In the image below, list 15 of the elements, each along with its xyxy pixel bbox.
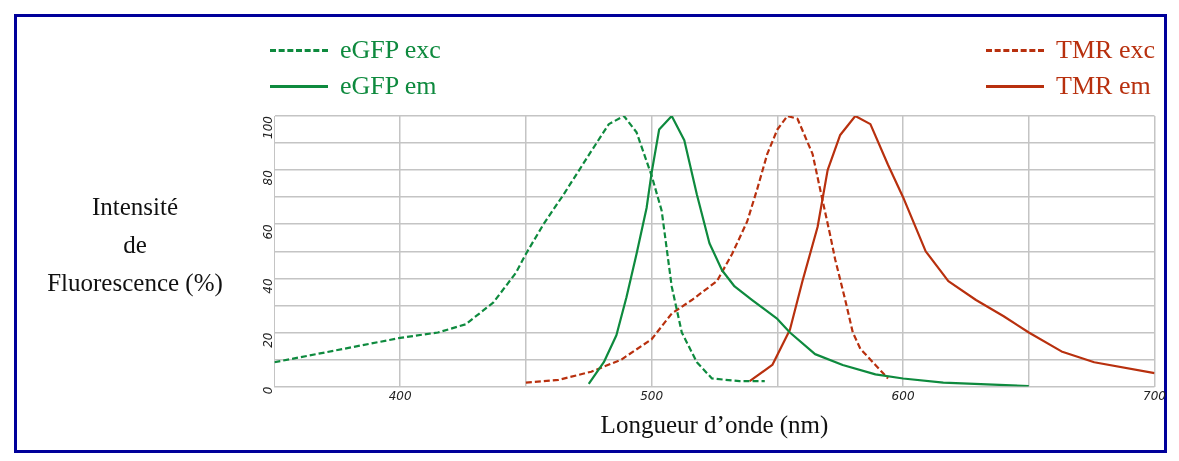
y-tick-label: 80 bbox=[260, 169, 275, 186]
y-tick-label: 40 bbox=[260, 278, 275, 294]
x-tick-label: 400 bbox=[388, 388, 412, 403]
legend-label: eGFP exc bbox=[340, 35, 441, 65]
y-axis-title: Intensité de Fluorescence (%) bbox=[46, 192, 224, 299]
legend-label: TMR exc bbox=[1056, 35, 1155, 65]
y-tick-label: 20 bbox=[260, 332, 275, 348]
x-axis-title: Longueur d’onde (nm) bbox=[600, 410, 829, 439]
legend-label: TMR em bbox=[1056, 71, 1151, 101]
x-tick-label: 600 bbox=[891, 388, 915, 403]
legend-label: eGFP em bbox=[340, 71, 437, 101]
x-tick-label: 500 bbox=[640, 388, 664, 403]
y-tick-label: 0 bbox=[260, 386, 275, 395]
y-tick-label: 100 bbox=[260, 115, 275, 139]
y-tick-label: 60 bbox=[260, 223, 275, 240]
